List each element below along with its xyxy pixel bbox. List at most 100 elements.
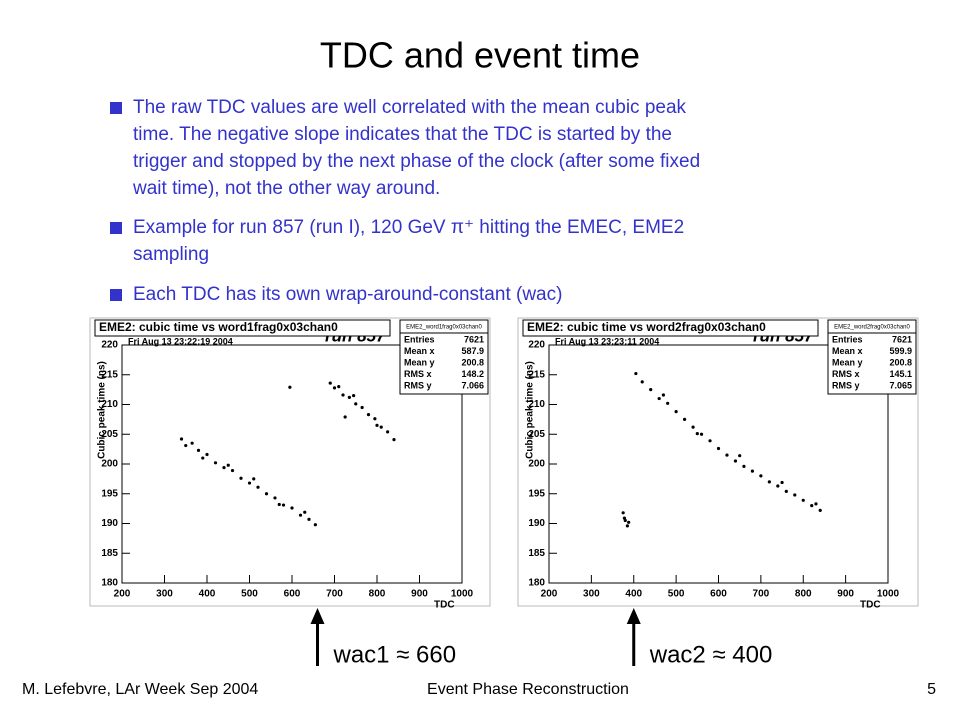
point	[239, 476, 243, 480]
point	[196, 448, 201, 452]
point	[179, 437, 184, 441]
footer-left: M. Lefebvre, LAr Week Sep 2004	[22, 681, 258, 698]
point	[780, 480, 784, 485]
point	[738, 454, 742, 458]
point	[213, 461, 218, 465]
point	[621, 511, 625, 515]
point	[184, 443, 188, 448]
y-tick-label: 185	[101, 548, 118, 559]
point	[649, 388, 653, 392]
point	[767, 480, 771, 484]
y-tick-label: 210	[101, 399, 118, 410]
y-tick-label: 210	[528, 399, 545, 410]
point	[307, 517, 311, 521]
wac-label: wac1 ≈ 660	[333, 641, 457, 668]
point	[814, 502, 818, 506]
point	[252, 477, 256, 481]
bullet-text: time. The negative slope indicates that …	[133, 124, 672, 145]
y-tick-label: 220	[528, 340, 545, 351]
point	[303, 510, 307, 514]
x-tick-label: 300	[156, 589, 173, 600]
point	[661, 393, 666, 397]
wac-label: wac2 ≈ 400	[649, 641, 773, 668]
stats-title: EME2_word1frag0x03chan0	[406, 325, 482, 331]
y-tick-label: 205	[101, 429, 118, 440]
stats-value: 145.1	[889, 369, 912, 379]
point	[623, 518, 627, 523]
stats-label: Mean y	[832, 357, 863, 367]
x-tick-label: 200	[541, 589, 558, 600]
x-tick-label: 400	[625, 589, 642, 600]
point	[375, 423, 379, 427]
point	[666, 401, 670, 405]
point	[341, 393, 345, 397]
stats-value: 7.065	[889, 380, 912, 390]
y-tick-label: 200	[101, 459, 118, 470]
stats-value: 200.8	[461, 357, 484, 367]
point	[222, 465, 226, 470]
point	[699, 432, 704, 436]
point	[674, 410, 678, 414]
x-tick-label: 1000	[451, 589, 474, 600]
point	[818, 508, 822, 513]
point	[230, 468, 235, 473]
point	[716, 446, 721, 451]
point	[776, 484, 780, 488]
y-tick-label: 215	[528, 369, 545, 380]
point	[742, 464, 746, 468]
stats-label: Mean y	[404, 357, 435, 367]
point	[373, 417, 377, 421]
point	[337, 385, 341, 389]
chart-title: EME2: cubic time vs word2frag0x03chan0	[527, 320, 766, 334]
point	[784, 489, 788, 493]
point	[695, 432, 699, 436]
point	[683, 417, 687, 421]
point	[190, 441, 194, 445]
y-tick-label: 220	[101, 340, 118, 351]
stats-value: 7.066	[461, 380, 484, 390]
title-box	[522, 319, 819, 337]
x-tick-label: 500	[241, 589, 258, 600]
point	[379, 425, 383, 429]
point	[366, 413, 371, 417]
x-tick-label: 800	[795, 589, 812, 600]
title-box	[94, 319, 391, 337]
bullet-text: wait time), not the other way around.	[132, 178, 440, 199]
y-tick-label: 205	[528, 429, 545, 440]
point	[226, 463, 230, 467]
stats-label: Entries	[832, 334, 863, 344]
point	[801, 498, 805, 502]
bullet-text: The raw TDC values are well correlated w…	[133, 97, 687, 118]
point	[288, 385, 292, 389]
point	[640, 380, 644, 384]
x-tick-label: 700	[326, 589, 343, 600]
point	[634, 371, 638, 376]
stats-label: RMS x	[404, 369, 432, 379]
stats-label: Mean x	[404, 346, 435, 356]
footer-center: Event Phase Reconstruction	[427, 681, 629, 698]
point	[352, 393, 356, 398]
chart-date: Fri Aug 13 23:22:19 2004	[128, 336, 233, 346]
y-tick-label: 195	[528, 488, 545, 499]
point	[256, 485, 260, 489]
x-tick-label: 300	[583, 589, 600, 600]
stats-label: RMS x	[832, 369, 860, 379]
stats-box	[827, 319, 917, 395]
point	[298, 513, 303, 517]
stats-title: EME2_word2frag0x03chan0	[834, 325, 910, 331]
y-tick-label: 180	[101, 578, 118, 589]
stats-value: 200.8	[889, 357, 912, 367]
point	[313, 523, 317, 527]
x-tick-label: 900	[411, 589, 428, 600]
bullet-text: Each TDC has its own wrap-around-constan…	[133, 284, 562, 305]
y-axis-label: Cubic peak time (ns)	[525, 361, 536, 459]
stats-label: Mean x	[832, 346, 863, 356]
bullet-marker	[110, 222, 122, 234]
y-tick-label: 180	[528, 578, 545, 589]
point	[627, 520, 631, 524]
y-tick-label: 215	[101, 369, 118, 380]
point	[386, 430, 390, 434]
y-axis-label: Cubic peak time (ns)	[97, 361, 108, 459]
point	[328, 381, 332, 385]
